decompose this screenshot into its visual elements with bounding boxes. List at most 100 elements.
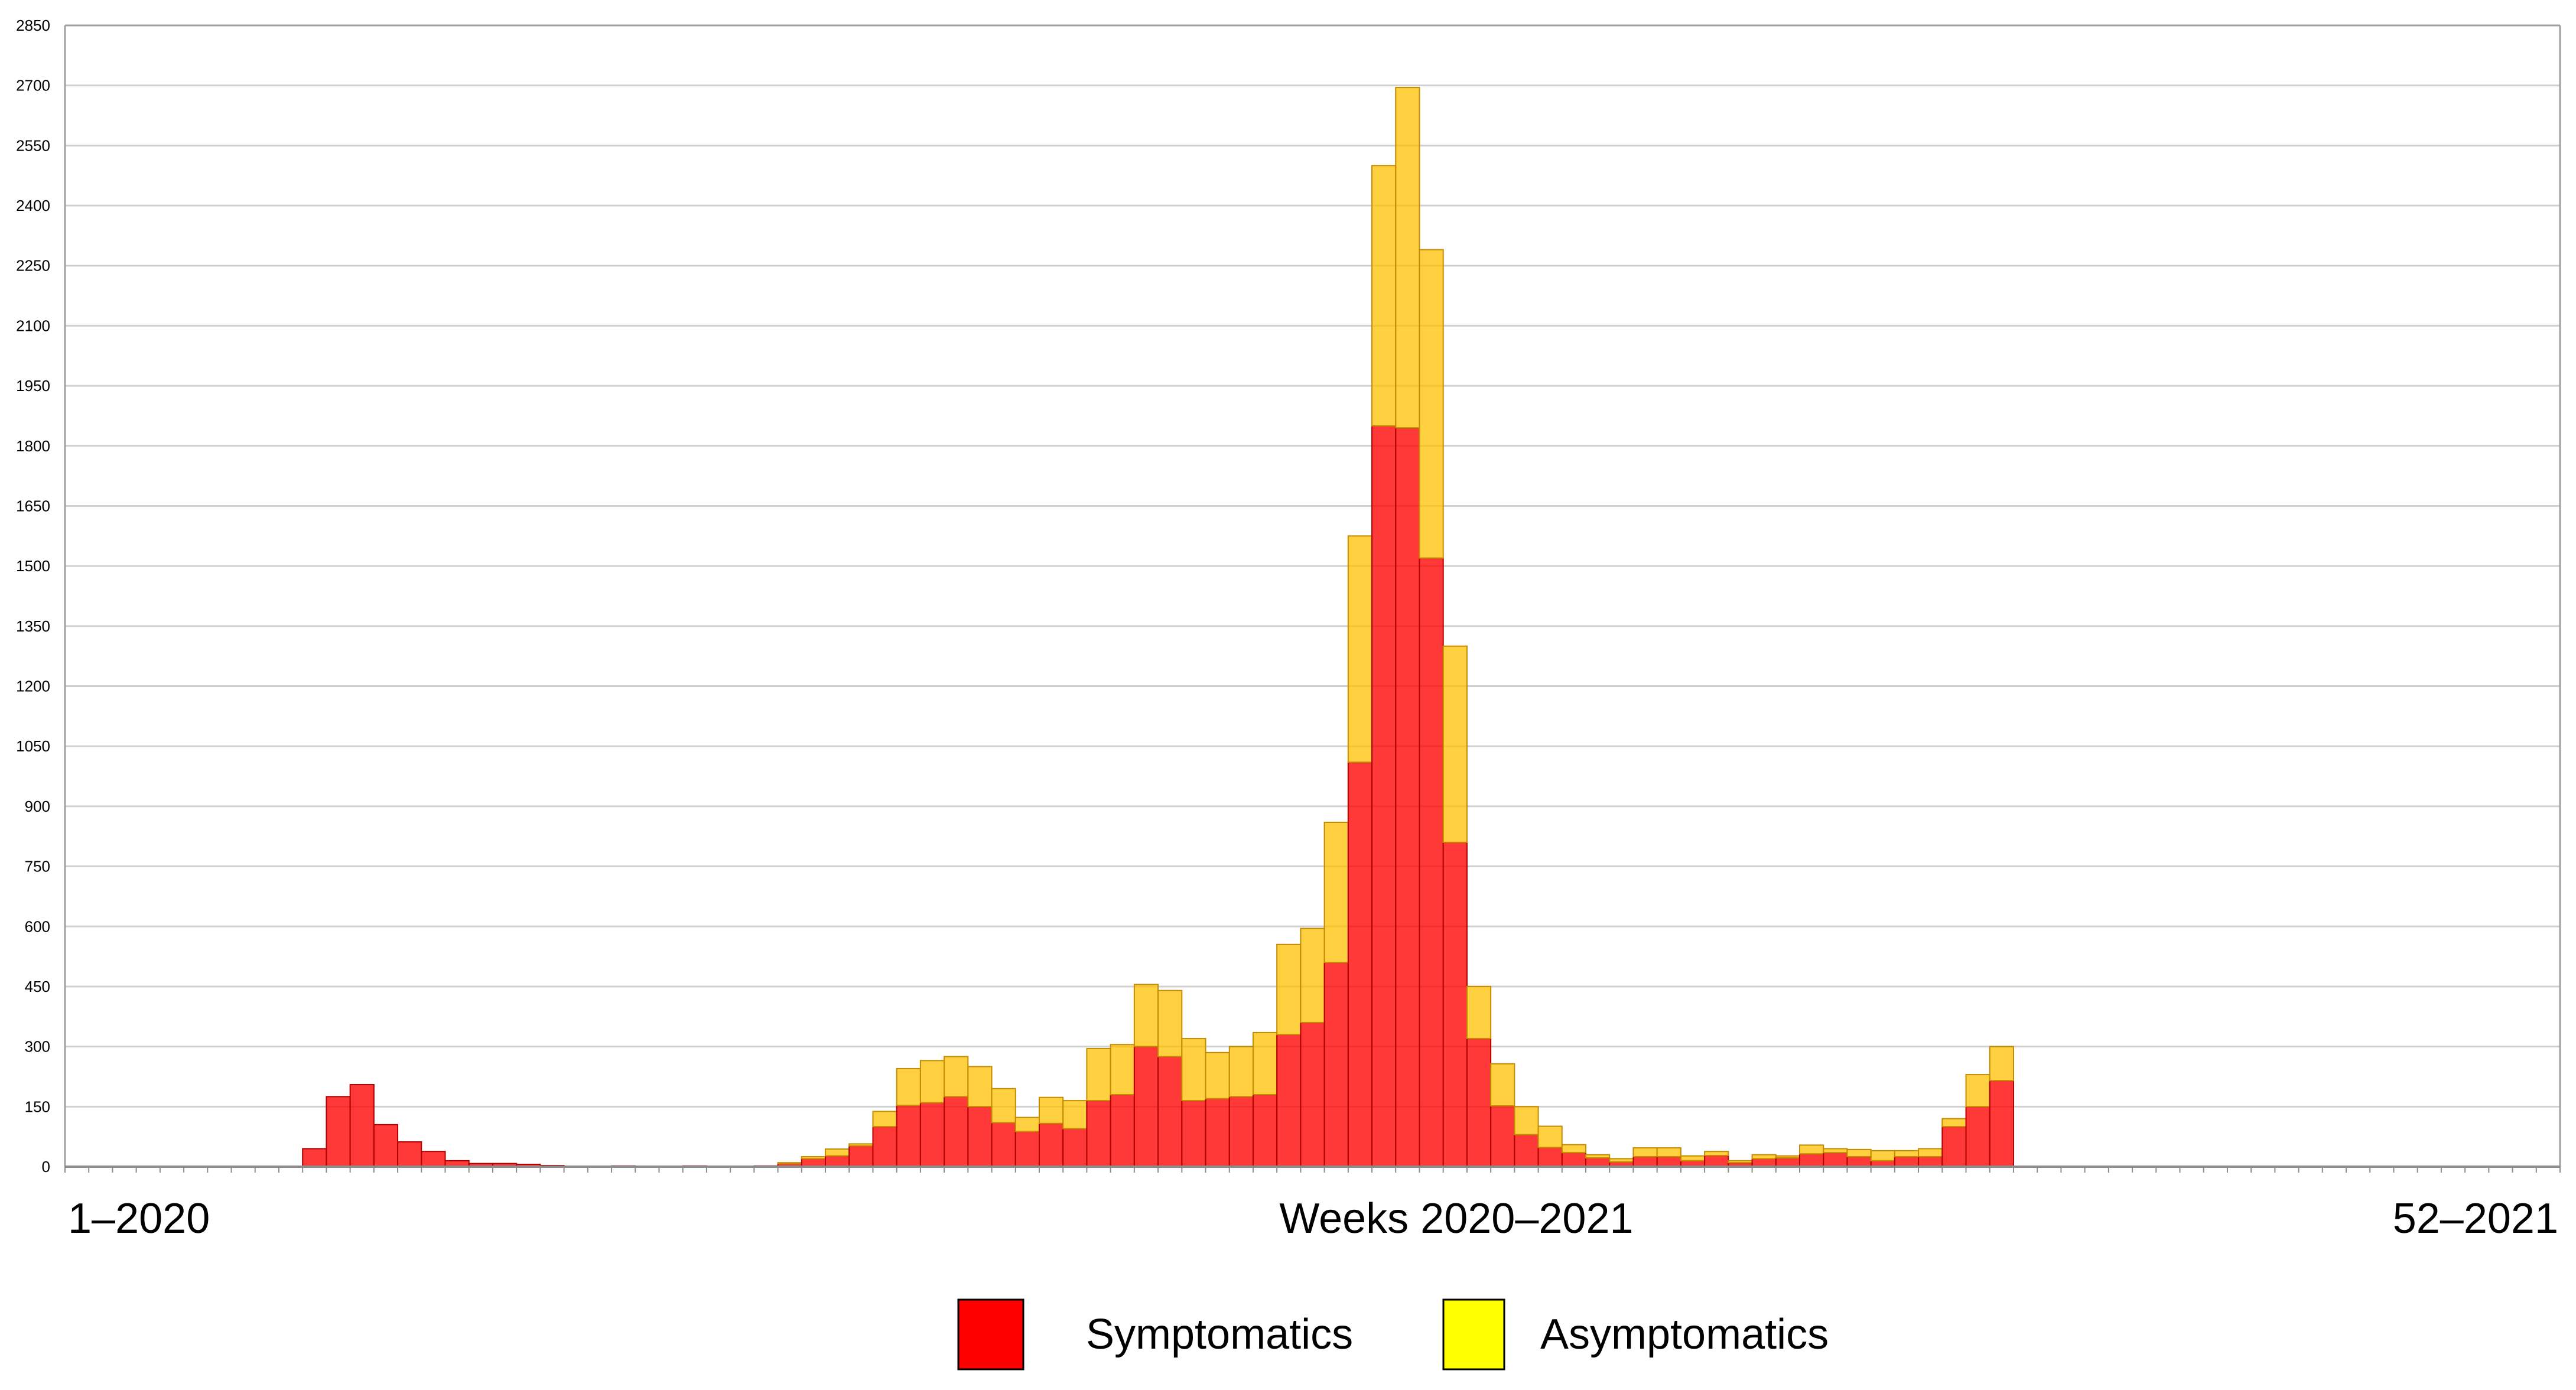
bar-asymptomatics bbox=[1157, 989, 1183, 1057]
axes bbox=[64, 24, 2561, 1173]
bar-asymptomatics bbox=[1728, 1160, 1753, 1164]
bar-symptomatics bbox=[896, 1105, 921, 1167]
bar-asymptomatics bbox=[944, 1056, 969, 1098]
y-tick-label: 1350 bbox=[16, 617, 50, 635]
y-tick-label: 750 bbox=[25, 858, 50, 875]
y-tick-label: 600 bbox=[25, 917, 50, 935]
bar-asymptomatics bbox=[1751, 1154, 1777, 1160]
bar-symptomatics bbox=[1395, 427, 1420, 1168]
bar-symptomatics bbox=[1228, 1096, 1254, 1167]
bar-asymptomatics bbox=[1133, 984, 1159, 1047]
bar-symptomatics bbox=[1965, 1106, 1990, 1168]
bar-symptomatics bbox=[1252, 1093, 1278, 1168]
y-tick-label: 1500 bbox=[16, 557, 50, 575]
bar-asymptomatics bbox=[848, 1143, 874, 1147]
bar-symptomatics bbox=[1110, 1093, 1135, 1168]
y-tick-label: 450 bbox=[25, 978, 50, 995]
bar-symptomatics bbox=[1989, 1080, 2014, 1168]
bar-symptomatics bbox=[1181, 1100, 1206, 1167]
legend-label-symptomatics: Symptomatics bbox=[1086, 1311, 1353, 1358]
bar-asymptomatics bbox=[1181, 1038, 1206, 1102]
x-start-label: 1–2020 bbox=[68, 1195, 210, 1242]
bar-asymptomatics bbox=[1323, 822, 1349, 963]
bar-symptomatics bbox=[919, 1102, 945, 1168]
bar-asymptomatics bbox=[1466, 985, 1492, 1040]
bar-asymptomatics bbox=[1419, 249, 1444, 559]
bar-asymptomatics bbox=[1300, 927, 1325, 1023]
bar-symptomatics bbox=[1300, 1021, 1325, 1167]
gridlines bbox=[65, 24, 2560, 1168]
bar-symptomatics bbox=[848, 1145, 874, 1168]
bar-asymptomatics bbox=[1442, 645, 1468, 843]
y-tick-label: 2700 bbox=[16, 77, 50, 95]
bar-asymptomatics bbox=[919, 1060, 945, 1103]
bar-symptomatics bbox=[1419, 557, 1444, 1167]
bar-symptomatics bbox=[1347, 761, 1373, 1167]
bar-asymptomatics bbox=[1014, 1116, 1040, 1132]
bar-symptomatics bbox=[1490, 1105, 1515, 1167]
bar-symptomatics bbox=[349, 1084, 375, 1168]
bar-symptomatics bbox=[1014, 1131, 1040, 1167]
bar-asymptomatics bbox=[1965, 1074, 1990, 1108]
bar-symptomatics bbox=[302, 1148, 327, 1168]
bar-asymptomatics bbox=[872, 1111, 897, 1128]
bar-symptomatics bbox=[1205, 1098, 1230, 1168]
bar-symptomatics bbox=[1062, 1128, 1088, 1167]
bar-symptomatics bbox=[1323, 962, 1349, 1167]
bar-asymptomatics bbox=[1870, 1150, 1895, 1161]
bar-symptomatics bbox=[1133, 1046, 1159, 1168]
bar-asymptomatics bbox=[1062, 1100, 1088, 1129]
bar-asymptomatics bbox=[1561, 1144, 1587, 1154]
bar-asymptomatics bbox=[801, 1156, 827, 1160]
bar-asymptomatics bbox=[967, 1066, 993, 1108]
y-tick-label: 2400 bbox=[16, 197, 50, 214]
bar-symptomatics bbox=[1537, 1147, 1563, 1168]
y-tick-label: 1650 bbox=[16, 497, 50, 515]
bar-symptomatics bbox=[1823, 1152, 1848, 1167]
bar-symptomatics bbox=[326, 1096, 351, 1167]
bar-symptomatics bbox=[1894, 1156, 1920, 1167]
bar-asymptomatics bbox=[991, 1088, 1016, 1124]
bar-asymptomatics bbox=[1609, 1158, 1634, 1163]
bar-symptomatics bbox=[1775, 1157, 1800, 1167]
bar-asymptomatics bbox=[1656, 1147, 1681, 1158]
bar-asymptomatics bbox=[1086, 1048, 1111, 1102]
bar-asymptomatics bbox=[1371, 165, 1397, 427]
y-tick-label: 0 bbox=[42, 1158, 50, 1176]
bar-asymptomatics bbox=[1823, 1148, 1848, 1154]
bar-asymptomatics bbox=[1276, 943, 1302, 1036]
y-tick-label: 900 bbox=[25, 797, 50, 815]
bar-asymptomatics bbox=[1514, 1106, 1539, 1135]
bar-asymptomatics bbox=[1395, 87, 1420, 429]
y-tick-label: 2100 bbox=[16, 317, 50, 334]
y-tick-label: 1950 bbox=[16, 377, 50, 395]
bar-symptomatics bbox=[1751, 1158, 1777, 1168]
y-tick-label: 2250 bbox=[16, 257, 50, 275]
bar-asymptomatics bbox=[1038, 1096, 1064, 1124]
x-axis-labels: 1–2020 Weeks 2020–2021 52–2021 bbox=[68, 1195, 2558, 1242]
bar-asymptomatics bbox=[1632, 1147, 1658, 1158]
bar-symptomatics bbox=[944, 1096, 969, 1167]
bar-symptomatics bbox=[991, 1122, 1016, 1167]
bar-symptomatics bbox=[1704, 1155, 1729, 1167]
x-axis-title: Weeks 2020–2021 bbox=[1279, 1195, 1633, 1242]
bar-symptomatics bbox=[373, 1124, 399, 1167]
bar-symptomatics bbox=[1086, 1100, 1111, 1167]
bar-asymptomatics bbox=[1347, 535, 1373, 763]
y-tick-label: 150 bbox=[25, 1098, 50, 1115]
bar-asymptomatics bbox=[1585, 1154, 1611, 1159]
bar-asymptomatics bbox=[1537, 1125, 1563, 1148]
bar-asymptomatics bbox=[1680, 1155, 1706, 1161]
bar-asymptomatics bbox=[1918, 1148, 1943, 1158]
legend-label-asymptomatics: Asymptomatics bbox=[1540, 1311, 1829, 1358]
bar-symptomatics bbox=[1798, 1153, 1824, 1168]
bar-asymptomatics bbox=[1798, 1144, 1824, 1155]
bar-symptomatics bbox=[1846, 1156, 1872, 1167]
y-tick-label: 2850 bbox=[16, 17, 50, 34]
bar-asymptomatics bbox=[1989, 1046, 2014, 1082]
bars bbox=[278, 87, 2014, 1168]
bar-asymptomatics bbox=[1252, 1031, 1278, 1095]
bar-asymptomatics bbox=[1941, 1118, 1967, 1128]
bar-asymptomatics bbox=[1490, 1063, 1515, 1106]
